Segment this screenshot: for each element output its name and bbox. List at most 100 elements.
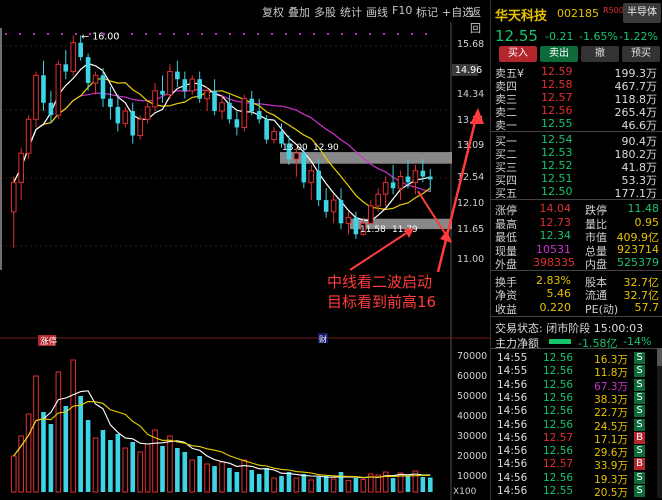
volume-bar	[301, 474, 307, 492]
stat-label: 涨停	[495, 204, 517, 217]
candle-body	[405, 176, 411, 183]
order-book-volume: 180.2万	[614, 148, 658, 161]
current-price: 12.55	[495, 27, 538, 45]
price-change: -0.21	[545, 30, 574, 43]
order-book-divider	[491, 131, 662, 132]
candle-body	[316, 170, 322, 201]
toolbar-item-4[interactable]: 画线	[366, 6, 388, 19]
tick-volume: 17.1万	[594, 433, 628, 446]
order-book-row[interactable]: 买五 12.50 177.1万	[491, 185, 662, 200]
candle-body	[189, 78, 196, 92]
order-book-volume: 46.6万	[621, 119, 658, 132]
toolbar-item-1[interactable]: 叠加	[288, 6, 310, 19]
candle-body	[92, 74, 99, 84]
tick-price: 12.56	[543, 471, 574, 484]
candle-body	[167, 71, 173, 96]
toolbar-item-3[interactable]: 统计	[340, 6, 362, 19]
order-book-volume: 199.3万	[614, 67, 658, 80]
top-marker-dot	[410, 32, 414, 36]
tick-side: S	[634, 405, 645, 418]
stat-value: 0.95	[634, 215, 660, 229]
stat-value: 5.46	[546, 287, 572, 300]
candle-body	[78, 42, 83, 58]
order-book-row[interactable]: 卖四 12.58 467.7万	[491, 78, 662, 93]
cancel-order-button[interactable]: 撤	[581, 46, 619, 62]
top-marker-dot	[284, 32, 288, 36]
order-book-row[interactable]: 买二 12.53 180.2万	[491, 146, 662, 161]
volume-bar	[353, 478, 359, 492]
sector-tag[interactable]: 半导体	[623, 3, 661, 23]
order-book-row[interactable]: 卖三 12.57 118.8万	[491, 91, 662, 106]
candle-body	[382, 181, 389, 195]
volume-axis-label: 40000	[457, 411, 487, 422]
volume-bar	[412, 470, 419, 493]
scrollbar-thumb[interactable]	[657, 348, 662, 366]
top-marker-dot	[312, 32, 316, 36]
order-book-row[interactable]: 买一 12.54 90.4万	[491, 133, 662, 148]
volume-bar	[18, 435, 24, 493]
top-marker-dot	[172, 32, 176, 36]
candle-body	[353, 217, 359, 235]
price-axis-label: 13.09	[457, 140, 484, 151]
top-marker-dot	[186, 32, 190, 36]
pre-buy-button[interactable]: 预买	[622, 46, 660, 62]
tick-side: S	[634, 471, 645, 484]
volume-bar	[234, 472, 240, 492]
status-divider	[491, 316, 662, 317]
order-book-row[interactable]: 买三 12.52 41.8万	[491, 159, 662, 174]
toolbar-item-7[interactable]: +自选	[442, 6, 474, 19]
high-price-label: ← 16.00	[81, 31, 119, 42]
volume-bar	[316, 477, 322, 492]
candle-body	[249, 98, 255, 112]
tick-list-scrollbar[interactable]	[657, 348, 662, 498]
tick-side: S	[634, 445, 645, 458]
stat-label: 总量	[585, 244, 607, 258]
tick-price: 12.56	[543, 378, 574, 391]
arrow-line	[436, 117, 478, 273]
stock-flag-r: R	[603, 6, 609, 15]
candle-body	[279, 131, 284, 144]
toolbar-item-0[interactable]: 复权	[262, 6, 284, 19]
volume-bar	[55, 371, 62, 493]
volume-bar	[167, 435, 173, 493]
sector-change-pct: -1.22%	[619, 30, 658, 43]
volume-bar	[375, 474, 382, 493]
ticks-divider	[491, 348, 662, 349]
volume-bar	[41, 412, 46, 492]
stat-value: 12.73	[539, 215, 572, 229]
toolbar-item-6[interactable]: 标记	[416, 6, 438, 19]
stat-value: 10531	[536, 242, 571, 256]
tick-price: 12.56	[543, 445, 574, 458]
stats-row: 外盘 398335 内盘 525379	[491, 256, 662, 271]
kline-chart-area[interactable]: 复权 叠加 多股 统计 画线 F10 标记 +自选 返回 15.68 14.96 14.34 13.7…	[0, 0, 490, 500]
top-marker-dot	[60, 32, 64, 36]
volume-bar	[427, 477, 433, 492]
top-marker-dot	[102, 32, 106, 36]
stat-label: PE(动)	[585, 302, 619, 316]
volume-bar	[78, 396, 83, 492]
order-book-row[interactable]: 卖五¥ 12.59 199.3万	[491, 65, 662, 80]
resist-label-a: 13.00	[282, 143, 308, 153]
stock-flag-num: 500	[608, 6, 624, 15]
tick-volume: 33.9万	[594, 460, 628, 473]
top-marker-dot	[270, 32, 274, 36]
buy-button[interactable]: 买入	[499, 46, 537, 62]
tick-volume: 67.3万	[594, 380, 628, 393]
chart-toolbar: 复权 叠加 多股 统计 画线 F10 标记 +自选 返回	[0, 0, 490, 35]
volume-unit-label: X100	[453, 487, 477, 497]
price-axis-label: 15.68	[457, 39, 484, 50]
stats-row: 收益 0.220 PE(动) 57.7	[491, 301, 662, 316]
order-book-row[interactable]: 卖一 12.55 46.6万	[491, 117, 662, 132]
candle-body	[219, 102, 225, 112]
toolbar-item-2[interactable]: 多股	[314, 6, 336, 19]
sell-button[interactable]: 卖出	[540, 46, 578, 62]
volume-bar	[130, 442, 136, 492]
order-book-row[interactable]: 卖二 12.56 265.4万	[491, 104, 662, 119]
volume-axis-label: 70000	[457, 351, 487, 362]
toolbar-item-8[interactable]: 返回	[470, 6, 481, 35]
order-book-row[interactable]: 买四 12.51 53.3万	[491, 172, 662, 187]
tick-time: 14:56	[497, 391, 528, 404]
toolbar-item-5[interactable]: F10	[392, 4, 413, 17]
candle-body	[122, 110, 129, 124]
volume-bar	[367, 473, 374, 493]
